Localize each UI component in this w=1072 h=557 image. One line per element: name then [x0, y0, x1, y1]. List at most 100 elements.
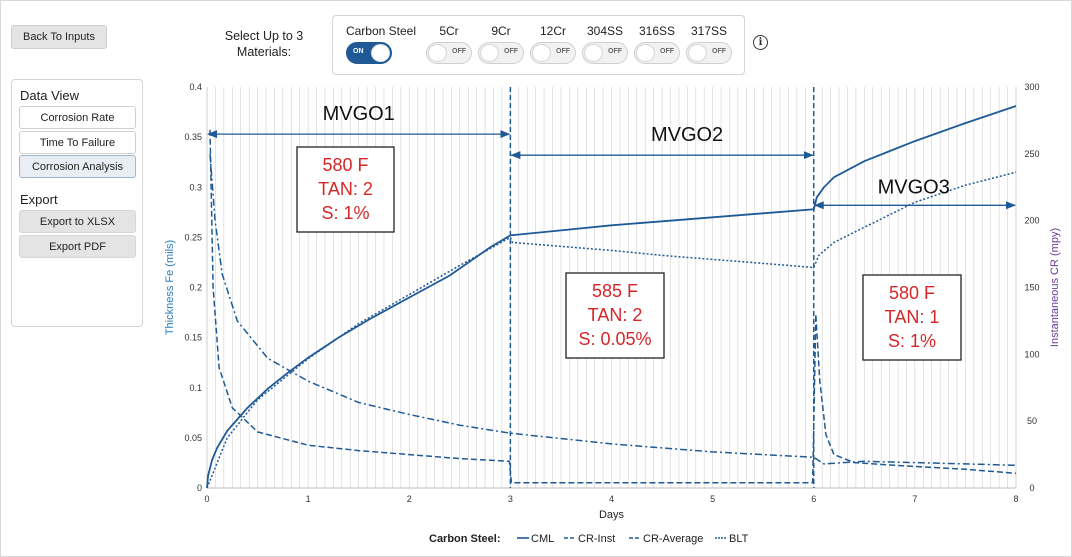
x-tick-label: 0	[204, 494, 209, 504]
toggle-knob	[428, 44, 447, 62]
x-tick-label: 8	[1013, 494, 1018, 504]
y2-axis-title: Instantaneous CR (mpy)	[1049, 228, 1061, 347]
select-label-line2: Materials:	[236, 45, 292, 59]
y-tick-label: 0	[197, 483, 202, 493]
material-name: Carbon Steel	[345, 24, 417, 38]
phase-sulfur: S: 0.05%	[578, 329, 651, 349]
y-tick-label: 0.25	[184, 232, 202, 242]
back-to-inputs-button[interactable]: Back To Inputs	[11, 25, 107, 49]
toggle-state: ON	[353, 48, 364, 55]
toggle-state: OFF	[608, 48, 622, 55]
corrosion-rate-button[interactable]: Corrosion Rate	[19, 106, 136, 129]
materials-selector: Carbon Steel ON 5Cr OFF 9Cr OFF 12Cr	[332, 15, 745, 75]
y2-tick-label: 150	[1024, 283, 1039, 293]
legend-title: Carbon Steel:	[429, 533, 501, 545]
phase-tan: TAN: 2	[318, 179, 373, 199]
y-tick-label: 0.35	[184, 132, 202, 142]
legend-entry: CML	[531, 533, 554, 545]
phase-temperature: 585 F	[592, 281, 638, 301]
material-toggle-304ss[interactable]: OFF	[582, 42, 628, 64]
material-name: 317SS	[690, 24, 728, 38]
phase-sulfur: S: 1%	[321, 203, 369, 223]
material-toggle-317ss[interactable]: OFF	[686, 42, 732, 64]
y2-tick-label: 200	[1024, 216, 1039, 226]
y-tick-label: 0.3	[189, 182, 202, 192]
side-panel: Data View Corrosion Rate Time To Failure…	[11, 79, 143, 327]
toggle-state: OFF	[504, 48, 518, 55]
phase-label: MVGO3	[878, 176, 950, 198]
material-toggle-5cr[interactable]: OFF	[426, 42, 472, 64]
time-to-failure-button[interactable]: Time To Failure	[19, 131, 136, 154]
export-xlsx-button[interactable]: Export to XLSX	[19, 210, 136, 233]
toggle-knob	[371, 44, 390, 62]
y-tick-label: 0.15	[184, 333, 202, 343]
corrosion-analysis-button[interactable]: Corrosion Analysis	[19, 155, 136, 178]
x-tick-label: 3	[508, 494, 513, 504]
x-tick-label: 7	[912, 494, 917, 504]
x-tick-label: 4	[609, 494, 614, 504]
phase-label: MVGO1	[323, 103, 395, 125]
phase-tan: TAN: 2	[588, 305, 643, 325]
y-tick-label: 0.4	[189, 82, 202, 92]
material-toggle-9cr[interactable]: OFF	[478, 42, 524, 64]
material-toggle-316ss[interactable]: OFF	[634, 42, 680, 64]
material-12cr: 12Cr OFF	[527, 24, 579, 64]
toggle-knob	[584, 44, 603, 62]
material-317ss: 317SS OFF	[683, 24, 735, 64]
material-toggle-carbon-steel[interactable]: ON	[346, 42, 392, 64]
toggle-knob	[532, 44, 551, 62]
x-axis-title: Days	[599, 509, 625, 521]
material-toggle-12cr[interactable]: OFF	[530, 42, 576, 64]
phase-sulfur: S: 1%	[888, 331, 936, 351]
phase-temperature: 580 F	[322, 155, 368, 175]
phase-tan: TAN: 1	[885, 307, 940, 327]
y2-tick-label: 250	[1024, 149, 1039, 159]
corrosion-chart: 0 1 2 3 4 5 6 7 8 0 0.05 0.1 0.15 0.2 0.25 0.3 0.35 0.4 0 5…	[151, 77, 1066, 555]
toggle-state: OFF	[712, 48, 726, 55]
data-view-heading: Data View	[20, 88, 80, 103]
x-tick-label: 6	[811, 494, 816, 504]
phase-label: MVGO2	[651, 124, 723, 146]
material-name: 9Cr	[491, 24, 511, 38]
material-name: 12Cr	[539, 24, 566, 38]
toggle-knob	[636, 44, 655, 62]
series-line-cr-inst	[209, 129, 1017, 484]
y-tick-label: 0.05	[184, 433, 202, 443]
y2-tick-label: 50	[1027, 416, 1037, 426]
select-materials-label: Select Up to 3 Materials:	[209, 28, 319, 60]
legend-entry: CR-Inst	[578, 533, 615, 545]
phase-temperature: 580 F	[889, 283, 935, 303]
material-name: 5Cr	[439, 24, 459, 38]
material-name: 304SS	[586, 24, 624, 38]
x-tick-label: 5	[710, 494, 715, 504]
series-line-cr-average	[209, 153, 1017, 467]
y-axis-title: Thickness Fe (mils)	[164, 240, 176, 335]
toggle-state: OFF	[556, 48, 570, 55]
export-pdf-button[interactable]: Export PDF	[19, 235, 136, 258]
legend-entry: CR-Average	[643, 533, 703, 545]
chart-svg: 0 1 2 3 4 5 6 7 8 0 0.05 0.1 0.15 0.2 0.25 0.3 0.35 0.4 0 5…	[164, 82, 1061, 545]
toggle-knob	[480, 44, 499, 62]
info-icon[interactable]: i	[753, 35, 768, 50]
toggle-state: OFF	[660, 48, 674, 55]
phase-conditions-box	[296, 146, 395, 233]
material-304ss: 304SS OFF	[579, 24, 631, 64]
series-line-cml	[206, 105, 1017, 489]
material-5cr: 5Cr OFF	[423, 24, 475, 64]
y2-tick-label: 0	[1029, 483, 1034, 493]
material-316ss: 316SS OFF	[631, 24, 683, 64]
y-tick-label: 0.1	[189, 383, 202, 393]
y2-tick-label: 300	[1024, 82, 1039, 92]
x-tick-label: 2	[407, 494, 412, 504]
material-9cr: 9Cr OFF	[475, 24, 527, 64]
phase-conditions-box	[565, 272, 665, 359]
y2-tick-label: 100	[1024, 349, 1039, 359]
series-line-blt	[206, 171, 1017, 489]
toggle-knob	[688, 44, 707, 62]
x-tick-label: 1	[306, 494, 311, 504]
material-carbon-steel: Carbon Steel ON	[341, 24, 421, 64]
material-name: 316SS	[638, 24, 676, 38]
export-heading: Export	[20, 192, 58, 207]
select-label-line1: Select Up to 3	[224, 29, 304, 43]
